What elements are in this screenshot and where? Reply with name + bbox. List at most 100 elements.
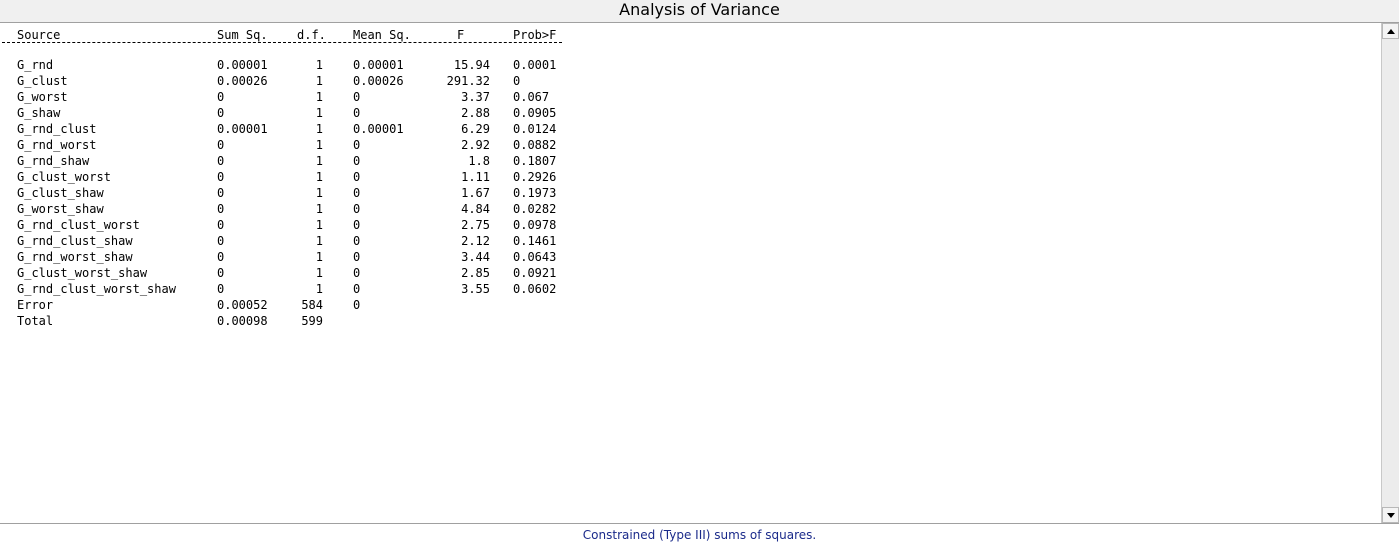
cell-mean-sq: 0 [353, 250, 361, 264]
table-row: G_shaw 0 1 0 2.88 0.0905 [0, 105, 600, 121]
header-source: Source [17, 28, 61, 42]
cell-df: 1 [315, 90, 323, 104]
cell-source: G_rnd_worst [17, 138, 97, 152]
cell-f: 6.29 [461, 122, 490, 136]
cell-df: 1 [315, 106, 323, 120]
cell-prob: 0.1973 [513, 186, 557, 200]
arrow-up-icon[interactable] [1382, 23, 1399, 39]
cell-source: G_rnd_clust_worst [17, 218, 140, 232]
cell-source: Total [17, 314, 54, 328]
cell-sum-sq: 0 [217, 138, 225, 152]
cell-source: G_clust_worst [17, 170, 111, 184]
cell-f: 1.67 [461, 186, 490, 200]
cell-df: 1 [315, 74, 323, 88]
cell-sum-sq: 0.00052 [217, 298, 268, 312]
scrollbar-track[interactable] [1382, 39, 1399, 507]
cell-sum-sq: 0.00001 [217, 58, 268, 72]
cell-prob: 0.1807 [513, 154, 557, 168]
cell-sum-sq: 0 [217, 250, 225, 264]
cell-mean-sq: 0 [353, 154, 361, 168]
cell-df: 1 [315, 154, 323, 168]
cell-prob: 0.0602 [513, 282, 557, 296]
cell-df: 1 [315, 186, 323, 200]
table-row: G_clust_worst_shaw 0 1 0 2.85 0.0921 [0, 265, 600, 281]
arrow-down-icon[interactable] [1382, 507, 1399, 523]
cell-prob: 0.0643 [513, 250, 557, 264]
table-row: G_rnd_clust_worst_shaw 0 1 0 3.55 0.0602 [0, 281, 600, 297]
cell-sum-sq: 0.00026 [217, 74, 268, 88]
cell-f: 3.44 [461, 250, 490, 264]
cell-mean-sq: 0.00001 [353, 122, 404, 136]
cell-source: G_rnd [17, 58, 54, 72]
cell-prob: 0 [513, 74, 521, 88]
table-row: Error 0.00052 584 0 [0, 297, 600, 313]
header-separator [2, 42, 562, 43]
table-row: G_rnd_worst 0 1 0 2.92 0.0882 [0, 137, 600, 153]
title-bar: Analysis of Variance [0, 0, 1399, 23]
cell-source: G_clust_worst_shaw [17, 266, 148, 280]
table-row: G_worst_shaw 0 1 0 4.84 0.0282 [0, 201, 600, 217]
cell-mean-sq: 0 [353, 234, 361, 248]
cell-df: 1 [315, 218, 323, 232]
table-row: G_rnd 0.00001 1 0.00001 15.94 0.0001 [0, 57, 600, 73]
cell-mean-sq: 0.00026 [353, 74, 404, 88]
cell-f: 4.84 [461, 202, 490, 216]
cell-f: 2.92 [461, 138, 490, 152]
cell-source: G_rnd_clust_shaw [17, 234, 133, 248]
cell-df: 1 [315, 234, 323, 248]
cell-prob: 0.0282 [513, 202, 557, 216]
cell-source: G_rnd_clust_worst_shaw [17, 282, 176, 296]
cell-f: 2.12 [461, 234, 490, 248]
cell-f: 2.75 [461, 218, 490, 232]
table-row: G_rnd_worst_shaw 0 1 0 3.44 0.0643 [0, 249, 600, 265]
cell-prob: 0.0978 [513, 218, 557, 232]
cell-f: 1.11 [461, 170, 490, 184]
cell-mean-sq: 0 [353, 282, 361, 296]
cell-mean-sq: 0 [353, 138, 361, 152]
table-row: G_rnd_clust_worst 0 1 0 2.75 0.0978 [0, 217, 600, 233]
cell-source: G_worst_shaw [17, 202, 104, 216]
cell-f: 1.8 [468, 154, 490, 168]
cell-mean-sq: 0 [353, 298, 361, 312]
anova-table-panel: Source Sum Sq. d.f. Mean Sq. F Prob>F G_… [0, 23, 1381, 523]
cell-f: 2.85 [461, 266, 490, 280]
table-row: G_rnd_shaw 0 1 0 1.8 0.1807 [0, 153, 600, 169]
cell-df: 1 [315, 170, 323, 184]
sums-of-squares-note: Constrained (Type III) sums of squares. [582, 528, 817, 542]
cell-df: 1 [315, 266, 323, 280]
cell-prob: 0.0921 [513, 266, 557, 280]
cell-source: G_worst [17, 90, 68, 104]
table-row: G_clust_worst 0 1 0 1.11 0.2926 [0, 169, 600, 185]
cell-f: 3.37 [461, 90, 490, 104]
table-row: G_worst 0 1 0 3.37 0.067 [0, 89, 600, 105]
cell-sum-sq: 0 [217, 202, 225, 216]
vertical-scrollbar[interactable] [1381, 23, 1399, 523]
cell-f: 2.88 [461, 106, 490, 120]
cell-source: G_clust [17, 74, 68, 88]
cell-mean-sq: 0 [353, 186, 361, 200]
cell-sum-sq: 0 [217, 234, 225, 248]
header-sum-sq: Sum Sq. [217, 28, 268, 42]
cell-mean-sq: 0 [353, 106, 361, 120]
status-footer: Constrained (Type III) sums of squares. [0, 523, 1399, 547]
cell-sum-sq: 0 [217, 106, 225, 120]
cell-source: G_rnd_clust [17, 122, 97, 136]
table-row: G_clust 0.00026 1 0.00026 291.32 0 [0, 73, 600, 89]
cell-sum-sq: 0 [217, 170, 225, 184]
cell-sum-sq: 0.00098 [217, 314, 268, 328]
cell-mean-sq: 0 [353, 90, 361, 104]
cell-df: 1 [315, 282, 323, 296]
cell-source: G_rnd_shaw [17, 154, 90, 168]
cell-sum-sq: 0 [217, 186, 225, 200]
cell-sum-sq: 0 [217, 90, 225, 104]
cell-source: Error [17, 298, 54, 312]
cell-mean-sq: 0 [353, 202, 361, 216]
cell-df: 1 [315, 122, 323, 136]
cell-f: 291.32 [446, 74, 490, 88]
cell-sum-sq: 0 [217, 154, 225, 168]
cell-source: G_rnd_worst_shaw [17, 250, 133, 264]
cell-sum-sq: 0 [217, 282, 225, 296]
cell-prob: 0.1461 [513, 234, 557, 248]
header-df: d.f. [297, 28, 326, 42]
cell-source: G_clust_shaw [17, 186, 104, 200]
